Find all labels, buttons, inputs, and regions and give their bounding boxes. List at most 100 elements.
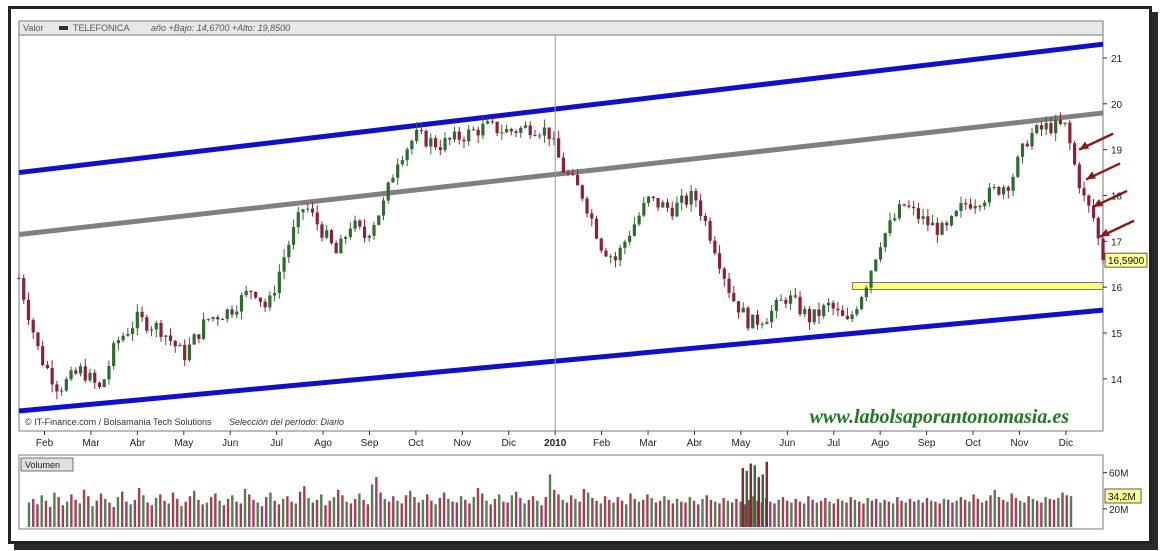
candle-body — [774, 299, 778, 311]
candle-body — [675, 202, 679, 217]
volume-bar — [769, 501, 772, 527]
candle-body — [784, 299, 788, 304]
volume-bar — [730, 502, 734, 527]
volume-bar-peak — [765, 461, 768, 527]
volume-bar — [569, 495, 573, 527]
volume-bar — [777, 499, 780, 527]
volume-tick-label: 20M — [1109, 505, 1128, 516]
candle-body — [1001, 187, 1006, 195]
candle-body — [746, 307, 750, 329]
volume-bar — [112, 507, 115, 527]
candle-body — [651, 196, 655, 199]
volume-bar — [375, 477, 378, 527]
volume-bar — [972, 494, 975, 527]
volume-bar — [150, 505, 154, 527]
month-label: Nov — [453, 438, 471, 449]
volume-bar — [209, 497, 213, 527]
candle-body — [310, 208, 315, 213]
month-label: Oct — [965, 438, 981, 449]
volume-bar — [675, 498, 679, 527]
volume-bar — [337, 489, 340, 527]
candle-body — [812, 309, 816, 323]
volume-bar — [773, 503, 776, 527]
candle-body — [552, 138, 556, 140]
candle-body — [145, 317, 149, 331]
month-label: May — [174, 438, 193, 449]
candle-body — [334, 243, 338, 254]
header-name: TELEFONICA — [73, 23, 130, 33]
candle-body — [1054, 119, 1058, 134]
candle-body — [1006, 187, 1010, 191]
candle-body — [907, 205, 911, 207]
candle-body — [604, 250, 608, 257]
candle-body — [291, 227, 296, 245]
volume-bar — [315, 499, 319, 527]
volume-bar — [459, 496, 463, 527]
candle-body — [206, 318, 210, 320]
volume-bar — [366, 504, 370, 527]
candle-body — [983, 202, 987, 207]
volume-bar — [332, 497, 336, 527]
volume-bar — [362, 499, 365, 527]
candle-body — [646, 196, 651, 203]
candle-body — [949, 216, 954, 226]
candle-body — [954, 210, 958, 217]
candle-body — [381, 200, 386, 216]
candle-body — [528, 125, 532, 136]
price-tick-label: 17 — [1111, 237, 1123, 248]
candle-body — [277, 271, 281, 293]
volume-bar — [1048, 498, 1052, 527]
volume-bar — [811, 499, 814, 527]
candle-body — [968, 204, 973, 209]
volume-bar — [154, 497, 158, 527]
volume-bar — [925, 497, 929, 527]
candle-body — [836, 308, 840, 311]
last-volume-label: 34,2M — [1108, 492, 1136, 503]
volume-bar — [913, 501, 916, 527]
volume-bar — [1044, 497, 1047, 527]
candle-body — [358, 220, 362, 227]
volume-bar — [578, 501, 581, 527]
month-label: Mar — [82, 438, 100, 449]
candle-body — [400, 160, 405, 165]
candle-body — [443, 138, 447, 151]
candle-body — [112, 343, 116, 367]
candle-body — [945, 222, 949, 226]
volume-bar — [722, 497, 725, 527]
candle-body — [296, 212, 300, 228]
candle-body — [220, 318, 225, 320]
volume-bar — [968, 501, 971, 527]
volume-bar — [349, 503, 353, 527]
volume-bar — [430, 500, 433, 527]
volume-bar — [586, 492, 590, 527]
month-label: Abr — [130, 438, 146, 449]
candle-body — [883, 233, 887, 248]
candle-body — [632, 224, 636, 236]
volume-bar — [273, 500, 276, 527]
candle-body — [64, 379, 68, 391]
volume-bar — [705, 495, 708, 527]
price-axis: 14 15 16 17 18 19 20 21 16,5900 — [1103, 54, 1148, 386]
volume-bar — [44, 500, 48, 527]
candle-body — [557, 138, 561, 158]
candle-body — [575, 174, 580, 186]
volume-bar — [883, 499, 886, 527]
volume-bar — [125, 501, 128, 527]
volume-bar — [506, 502, 509, 527]
chart-window: Valor TELEFONICA año +Bajo: 14,6700 +Alt… — [8, 6, 1152, 544]
volume-bar — [553, 489, 556, 527]
candle-body — [78, 366, 83, 374]
volume-bar — [663, 496, 666, 527]
volume-bar — [514, 491, 518, 527]
volume-bar — [629, 493, 632, 527]
volume-bar — [256, 502, 259, 527]
volume-bar — [290, 501, 293, 527]
candle-body — [1082, 188, 1086, 196]
volume-bar — [786, 500, 789, 527]
candle-body — [732, 292, 736, 302]
volume-bar — [1010, 493, 1013, 527]
volume-bar — [324, 505, 327, 527]
candle-body — [197, 334, 201, 339]
volume-bar — [866, 497, 869, 527]
candle-body — [741, 307, 745, 313]
